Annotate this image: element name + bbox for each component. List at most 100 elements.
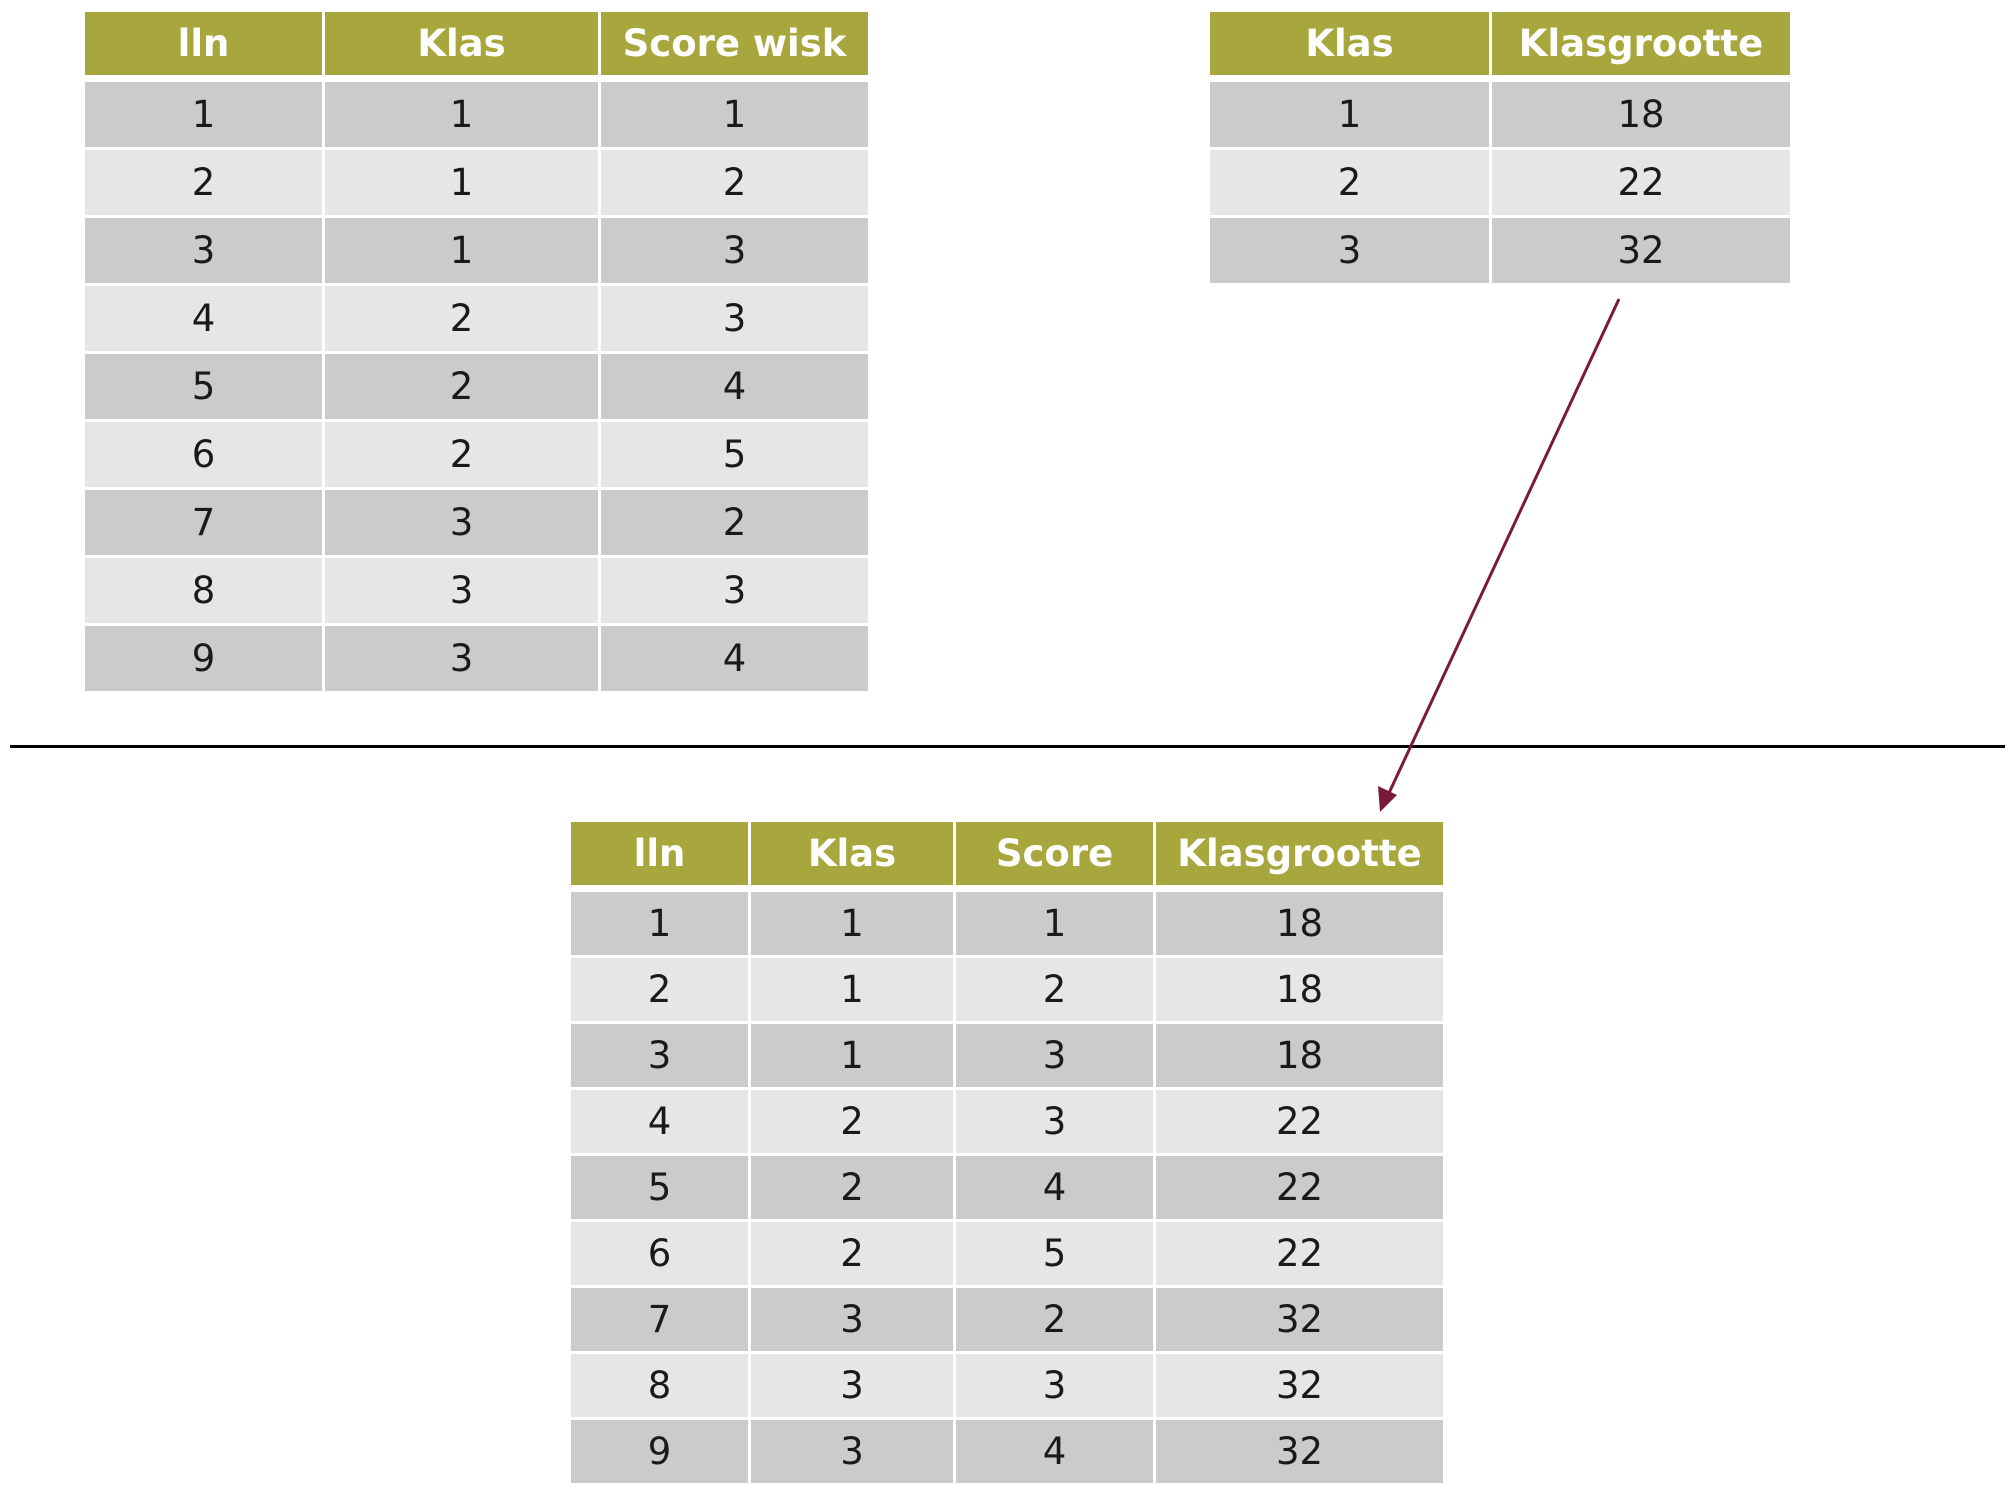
- table-cell: 32: [1492, 218, 1790, 283]
- column-header: Score wisk: [601, 12, 868, 82]
- table-cell: 5: [956, 1222, 1156, 1288]
- table-cell: 3: [601, 286, 868, 354]
- table-cell: 3: [601, 218, 868, 286]
- table-cell: 1: [571, 892, 751, 958]
- column-header: lln: [85, 12, 325, 82]
- table-cell: 2: [601, 490, 868, 558]
- table-cell: 32: [1156, 1420, 1443, 1483]
- table-cell: 18: [1156, 892, 1443, 958]
- table-cell: 3: [956, 1354, 1156, 1420]
- table-cell: 18: [1156, 958, 1443, 1024]
- column-header: Klasgrootte: [1492, 12, 1790, 82]
- table-cell: 3: [751, 1354, 956, 1420]
- table-cell: 3: [956, 1024, 1156, 1090]
- table-row: 2 1 2 18: [571, 958, 1443, 1024]
- arrow-line: [1387, 298, 1621, 794]
- table-cell: 3: [601, 558, 868, 626]
- table-cell: 3: [325, 626, 601, 691]
- table-cell: 4: [601, 626, 868, 691]
- table-cell: 4: [956, 1420, 1156, 1483]
- column-header: Klas: [1210, 12, 1492, 82]
- table-cell: 3: [325, 558, 601, 626]
- table-row: 8 3 3 32: [571, 1354, 1443, 1420]
- table-cell: 7: [85, 490, 325, 558]
- table-cell: 1: [325, 82, 601, 150]
- table-cell: 2: [325, 354, 601, 422]
- table-cell: 2: [956, 958, 1156, 1024]
- table-cell: 3: [751, 1288, 956, 1354]
- table-cell: 5: [85, 354, 325, 422]
- table-cell: 22: [1156, 1156, 1443, 1222]
- table-cell: 4: [85, 286, 325, 354]
- class-size-table: Klas Klasgrootte 1 18 2 22 3 32: [1210, 12, 1790, 283]
- arrowhead-icon: [1378, 786, 1397, 812]
- table-row: 3 32: [1210, 218, 1790, 283]
- column-header: Klasgrootte: [1156, 822, 1443, 892]
- table-row: 9 3 4 32: [571, 1420, 1443, 1483]
- table-cell: 8: [85, 558, 325, 626]
- table-cell: 1: [956, 892, 1156, 958]
- table-cell: 18: [1492, 82, 1790, 150]
- separator-line: [10, 745, 2005, 748]
- table-cell: 1: [751, 1024, 956, 1090]
- table-cell: 22: [1156, 1090, 1443, 1156]
- column-header: Klas: [751, 822, 956, 892]
- table-cell: 2: [751, 1222, 956, 1288]
- table-cell: 8: [571, 1354, 751, 1420]
- table-cell: 22: [1492, 150, 1790, 218]
- table-cell: 2: [85, 150, 325, 218]
- table-cell: 22: [1156, 1222, 1443, 1288]
- table-row: 4 2 3 22: [571, 1090, 1443, 1156]
- merged-table: lln Klas Score Klasgrootte 1 1 1 18 2 1 2 18 3…: [571, 822, 1443, 1483]
- table-header-row: Klas Klasgrootte: [1210, 12, 1790, 82]
- table-cell: 1: [751, 892, 956, 958]
- table-cell: 3: [1210, 218, 1492, 283]
- table-cell: 2: [571, 958, 751, 1024]
- table-cell: 2: [325, 286, 601, 354]
- table-cell: 9: [571, 1420, 751, 1483]
- table-row: 7 3 2 32: [571, 1288, 1443, 1354]
- table-row: 1 18: [1210, 82, 1790, 150]
- table-cell: 2: [751, 1156, 956, 1222]
- column-header: Score: [956, 822, 1156, 892]
- column-header: Klas: [325, 12, 601, 82]
- table-cell: 3: [325, 490, 601, 558]
- table-row: 6 2 5 22: [571, 1222, 1443, 1288]
- table-row: 2 22: [1210, 150, 1790, 218]
- table-cell: 2: [1210, 150, 1492, 218]
- table-cell: 6: [85, 422, 325, 490]
- table-cell: 1: [85, 82, 325, 150]
- table-cell: 7: [571, 1288, 751, 1354]
- table-cell: 3: [571, 1024, 751, 1090]
- table-cell: 4: [571, 1090, 751, 1156]
- table-cell: 4: [956, 1156, 1156, 1222]
- table-cell: 3: [751, 1420, 956, 1483]
- table-cell: 2: [956, 1288, 1156, 1354]
- column-header: lln: [571, 822, 751, 892]
- table-cell: 5: [571, 1156, 751, 1222]
- table-header-row: lln Klas Score wisk: [85, 12, 868, 82]
- table-cell: 6: [571, 1222, 751, 1288]
- table-row: 3 1 3 18: [571, 1024, 1443, 1090]
- table-cell: 1: [751, 958, 956, 1024]
- table-cell: 18: [1156, 1024, 1443, 1090]
- table-cell: 1: [325, 218, 601, 286]
- table-cell: 1: [1210, 82, 1492, 150]
- table-cell: 2: [325, 422, 601, 490]
- table-cell: 9: [85, 626, 325, 691]
- table-cell: 3: [85, 218, 325, 286]
- table-cell: 2: [751, 1090, 956, 1156]
- table-cell: 3: [956, 1090, 1156, 1156]
- table-cell: 4: [601, 354, 868, 422]
- table-row: 1 1 1 18: [571, 892, 1443, 958]
